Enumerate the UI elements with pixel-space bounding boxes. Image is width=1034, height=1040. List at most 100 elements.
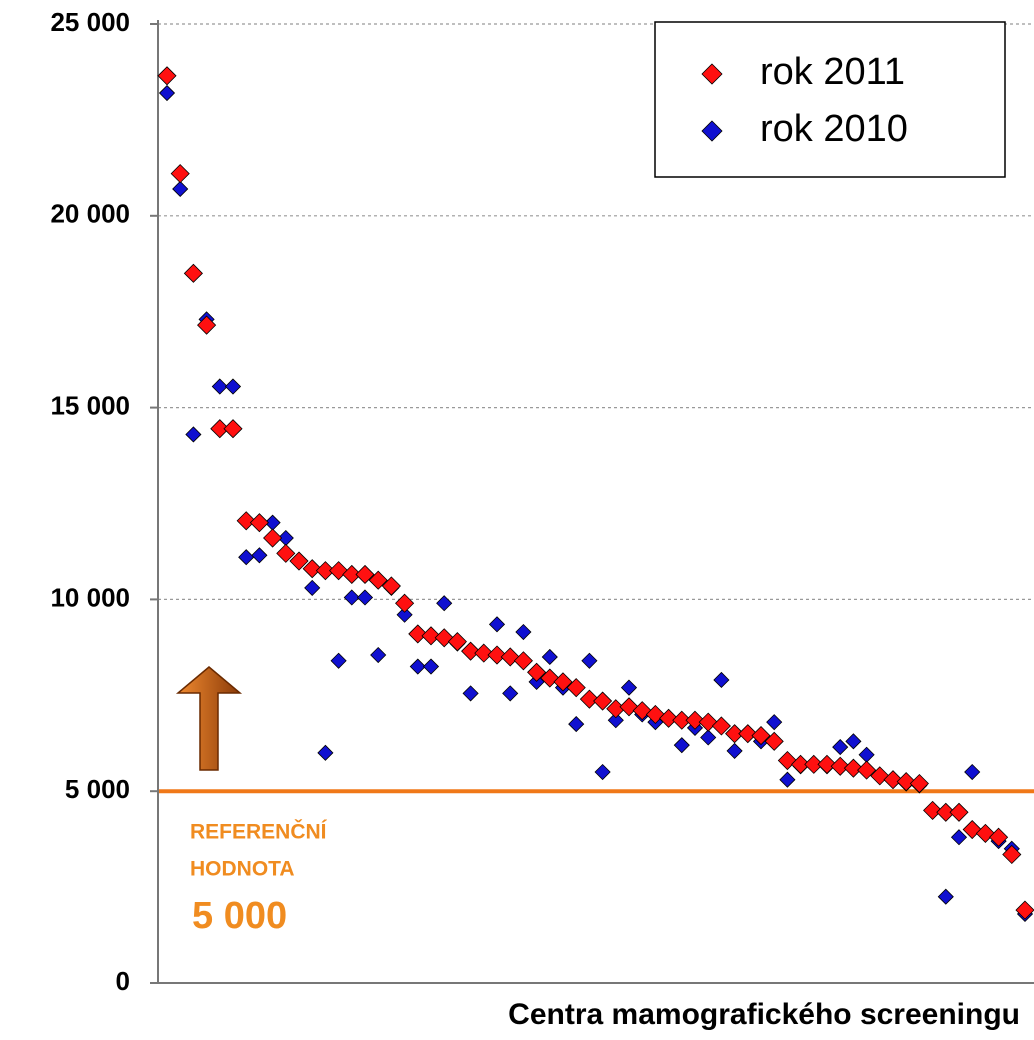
y-tick-label: 0 bbox=[116, 966, 130, 996]
point bbox=[1015, 900, 1034, 920]
point bbox=[370, 646, 387, 664]
point bbox=[949, 802, 969, 822]
point bbox=[817, 754, 837, 774]
point bbox=[726, 742, 743, 759]
y-tick-label: 5 000 bbox=[65, 774, 130, 804]
point bbox=[170, 164, 190, 184]
legend-label: rok 2011 bbox=[760, 51, 905, 93]
point bbox=[502, 685, 519, 702]
point bbox=[672, 710, 692, 730]
point bbox=[210, 419, 230, 439]
legend-items: rok 2011 rok 2010 bbox=[701, 51, 908, 150]
point bbox=[224, 378, 242, 395]
y-tick-label: 25 000 bbox=[50, 7, 130, 37]
point bbox=[487, 645, 507, 665]
point bbox=[568, 716, 585, 733]
point bbox=[263, 528, 283, 548]
point bbox=[395, 593, 415, 613]
point bbox=[673, 737, 690, 754]
point bbox=[356, 589, 374, 606]
point bbox=[223, 419, 243, 439]
point bbox=[594, 763, 611, 781]
point bbox=[751, 726, 771, 746]
point bbox=[276, 543, 296, 563]
point bbox=[422, 658, 440, 675]
point bbox=[950, 829, 968, 846]
point bbox=[343, 589, 360, 606]
point bbox=[581, 652, 598, 669]
point bbox=[923, 800, 943, 820]
reference-text: REFERENČNÍ bbox=[190, 820, 328, 844]
point bbox=[211, 378, 228, 395]
point bbox=[317, 744, 334, 761]
point bbox=[791, 754, 811, 774]
point bbox=[462, 685, 479, 702]
point bbox=[461, 641, 481, 661]
legend-marker bbox=[701, 63, 723, 85]
point bbox=[830, 756, 850, 776]
point bbox=[197, 315, 217, 335]
point bbox=[659, 708, 679, 728]
point bbox=[725, 724, 745, 744]
arrow bbox=[175, 666, 243, 771]
point bbox=[304, 579, 321, 596]
legend-label: rok 2010 bbox=[760, 108, 908, 150]
y-tick-label: 10 000 bbox=[50, 582, 130, 612]
point bbox=[843, 758, 863, 778]
point bbox=[251, 547, 268, 564]
point bbox=[1002, 844, 1022, 865]
point bbox=[713, 671, 730, 689]
point bbox=[396, 606, 413, 623]
point bbox=[355, 564, 375, 585]
point bbox=[408, 624, 428, 644]
marks bbox=[157, 66, 1034, 923]
point bbox=[607, 712, 624, 729]
point bbox=[700, 729, 717, 746]
point bbox=[566, 678, 586, 698]
point bbox=[766, 714, 783, 731]
point bbox=[553, 672, 573, 692]
point bbox=[936, 802, 956, 822]
reference-label: 5 000 bbox=[192, 895, 287, 937]
point bbox=[779, 771, 796, 788]
grid bbox=[150, 23, 1034, 984]
point bbox=[593, 691, 613, 711]
point bbox=[620, 679, 638, 696]
point bbox=[883, 770, 903, 790]
point bbox=[541, 648, 558, 666]
point bbox=[764, 731, 784, 751]
point bbox=[409, 658, 426, 675]
point bbox=[858, 746, 875, 763]
point bbox=[515, 623, 532, 641]
point bbox=[474, 643, 494, 663]
point bbox=[685, 710, 705, 730]
point bbox=[289, 551, 309, 571]
y-tick-label: 20 000 bbox=[50, 199, 130, 229]
point bbox=[172, 180, 189, 198]
point bbox=[937, 888, 954, 905]
point bbox=[513, 651, 533, 671]
point bbox=[236, 511, 256, 531]
point bbox=[845, 733, 862, 750]
point bbox=[579, 689, 599, 709]
point bbox=[896, 772, 916, 792]
point bbox=[527, 662, 547, 682]
point bbox=[302, 559, 322, 579]
point bbox=[804, 754, 824, 774]
point bbox=[342, 564, 362, 585]
point bbox=[488, 616, 506, 633]
point bbox=[238, 549, 255, 566]
point bbox=[381, 576, 401, 596]
point bbox=[249, 513, 269, 533]
point bbox=[738, 724, 758, 744]
reference-text: HODNOTA bbox=[190, 858, 295, 881]
point bbox=[909, 773, 929, 794]
legend bbox=[654, 21, 1006, 178]
point bbox=[330, 652, 347, 669]
point bbox=[989, 827, 1009, 847]
point bbox=[964, 763, 981, 781]
point bbox=[158, 84, 176, 102]
point bbox=[447, 632, 467, 652]
x-axis-label: Centra mamografického screeningu bbox=[508, 998, 1020, 1031]
